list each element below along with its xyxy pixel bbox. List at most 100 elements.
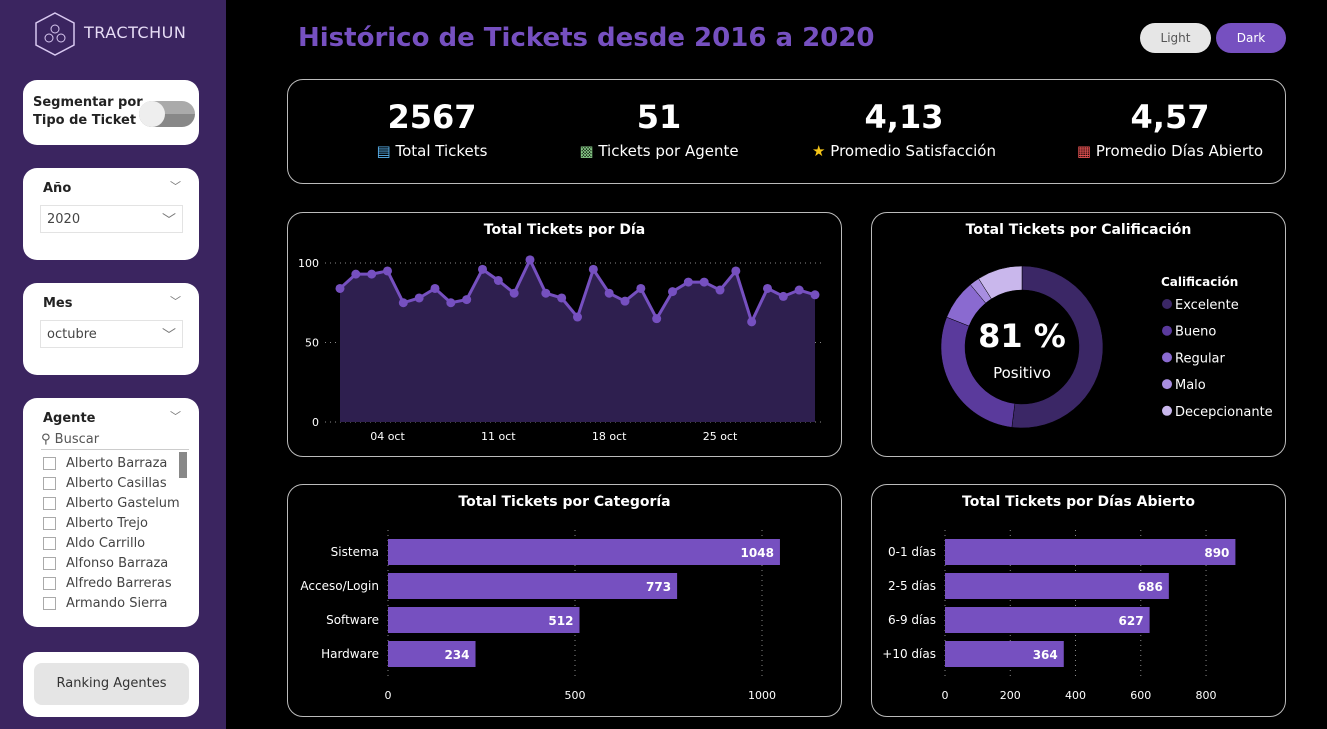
agent-list-item[interactable]: Alberto Casillas <box>43 473 167 493</box>
legend-marker <box>1162 379 1172 390</box>
calendar-icon: ▦ <box>1076 142 1092 160</box>
agent-slicer: Agente ﹀ ⚲ Buscar Alberto Barraza Alberto… <box>23 398 199 627</box>
chevron-down-icon[interactable]: ﹀ <box>170 180 181 193</box>
kpi-value: 2567 <box>387 98 477 136</box>
data-point <box>620 296 630 306</box>
year-dropdown[interactable]: 2020 ﹀ <box>40 205 183 233</box>
bar <box>945 573 1169 599</box>
data-point <box>335 283 345 293</box>
month-value: octubre <box>47 327 97 342</box>
dias-abierto-panel: Total Tickets por Días Abierto <box>871 484 1286 717</box>
checkbox[interactable] <box>43 536 56 550</box>
light-theme-button[interactable]: Light <box>1140 23 1211 53</box>
segment-toggle-card: Segmentar por Tipo de Ticket <box>23 80 199 145</box>
data-label: 773 <box>646 580 671 594</box>
legend-marker <box>1162 405 1172 416</box>
data-point <box>509 288 519 298</box>
data-label: 512 <box>548 614 573 628</box>
toggle-label-2: Tipo de Ticket <box>33 113 137 128</box>
x-tick-label: 200 <box>1000 689 1021 702</box>
agent-name: Alfonso Barraza <box>66 555 169 571</box>
checkbox[interactable] <box>43 516 56 530</box>
checkbox[interactable] <box>43 456 56 470</box>
segment-toggle[interactable] <box>139 101 195 127</box>
x-tick-label: 18 oct <box>592 430 627 443</box>
kpi-label: Promedio Satisfacción <box>830 142 996 160</box>
year-value: 2020 <box>47 212 81 227</box>
data-label: 1048 <box>741 546 774 560</box>
data-point <box>810 290 820 300</box>
donut-slice <box>1011 265 1104 429</box>
agent-list-item[interactable]: Alberto Gastelum <box>43 493 180 513</box>
center-label: Positivo <box>993 364 1051 382</box>
checkbox[interactable] <box>43 596 56 610</box>
data-point <box>604 288 614 298</box>
dark-theme-button[interactable]: Dark <box>1216 23 1286 53</box>
agent-list-item[interactable]: Alberto Trejo <box>43 513 148 533</box>
data-point <box>636 283 646 293</box>
chart-title: Total Tickets por Días Abierto <box>962 494 1195 510</box>
data-point <box>763 283 772 293</box>
agent-list-item[interactable]: Alfonso Barraza <box>43 553 168 573</box>
page-title: Histórico de Tickets desde 2016 a 2020 <box>298 23 875 53</box>
agent-list-item[interactable]: Alfredo Barreras <box>43 573 172 593</box>
month-dropdown[interactable]: octubre ﹀ <box>40 320 183 348</box>
chart-title: Total Tickets por Calificación <box>965 222 1192 238</box>
data-point <box>668 287 677 297</box>
bar <box>388 573 678 599</box>
x-tick-label: 1000 <box>748 689 776 702</box>
data-label: 234 <box>444 648 469 662</box>
agent-list-item[interactable]: Alberto Barraza <box>43 453 167 473</box>
category-label: Acceso/Login <box>300 579 379 593</box>
area-fill <box>340 259 815 422</box>
category-label: +10 días <box>882 647 936 661</box>
ticket-icon: ▤ <box>376 142 391 160</box>
agent-search-input[interactable]: ⚲ Buscar <box>41 432 189 450</box>
agent-list-item[interactable]: Aldo Carrillo <box>43 533 145 553</box>
legend-item: Regular <box>1175 351 1226 366</box>
month-slicer: Mes ﹀ octubre ﹀ <box>23 283 199 375</box>
checkbox[interactable] <box>43 576 56 590</box>
checkbox[interactable] <box>43 476 56 490</box>
category-label: Sistema <box>331 545 379 559</box>
chevron-down-icon[interactable]: ﹀ <box>170 410 181 423</box>
data-point <box>573 312 582 322</box>
data-point <box>778 291 788 301</box>
ranking-card: Ranking Agentes <box>23 652 199 717</box>
month-label: Mes <box>43 296 73 311</box>
data-label: 364 <box>1033 648 1058 662</box>
legend-marker <box>1162 299 1172 309</box>
x-tick-label: 11 oct <box>481 430 516 443</box>
scrollbar[interactable] <box>179 452 187 478</box>
data-point <box>351 269 361 279</box>
kpi-total-tickets: 2567 ▤ Total Tickets <box>312 98 552 160</box>
center-value: 81 % <box>978 317 1066 355</box>
checkbox[interactable] <box>43 556 56 570</box>
data-point <box>414 293 424 303</box>
kpi-dias-abierto: 4,57 ▦ Promedio Días Abierto <box>1030 98 1310 160</box>
search-placeholder: Buscar <box>54 432 100 447</box>
kpi-value: 4,13 <box>864 98 944 136</box>
agent-name: Alberto Gastelum <box>66 495 180 511</box>
agent-list-item[interactable]: Armando Sierra <box>43 593 168 613</box>
sidebar: TRACTCHUN Segmentar por Tipo de Ticket A… <box>0 0 226 729</box>
category-label: 2-5 días <box>888 579 936 593</box>
chevron-down-icon[interactable]: ﹀ <box>170 295 181 308</box>
checkbox[interactable] <box>43 496 56 510</box>
data-point <box>367 269 377 279</box>
star-icon: ★ <box>812 142 826 160</box>
logo-icon <box>35 12 75 56</box>
kpi-satisfaccion: 4,13 ★ Promedio Satisfacción <box>784 98 1024 160</box>
legend-title: Calificación <box>1161 275 1238 289</box>
agent-name: Alberto Barraza <box>66 455 168 471</box>
category-label: 0-1 días <box>888 545 936 559</box>
legend-item: Decepcionante <box>1175 405 1273 420</box>
data-point <box>446 298 456 308</box>
kpi-tickets-agente: 51 ▩ Tickets por Agente <box>539 98 779 160</box>
kpi-value: 51 <box>636 98 682 136</box>
ranking-agentes-button[interactable]: Ranking Agentes <box>34 663 189 705</box>
y-tick-label: 50 <box>305 337 319 350</box>
data-point <box>430 283 440 293</box>
x-tick-label: 500 <box>565 689 586 702</box>
agent-icon: ▩ <box>579 142 594 160</box>
